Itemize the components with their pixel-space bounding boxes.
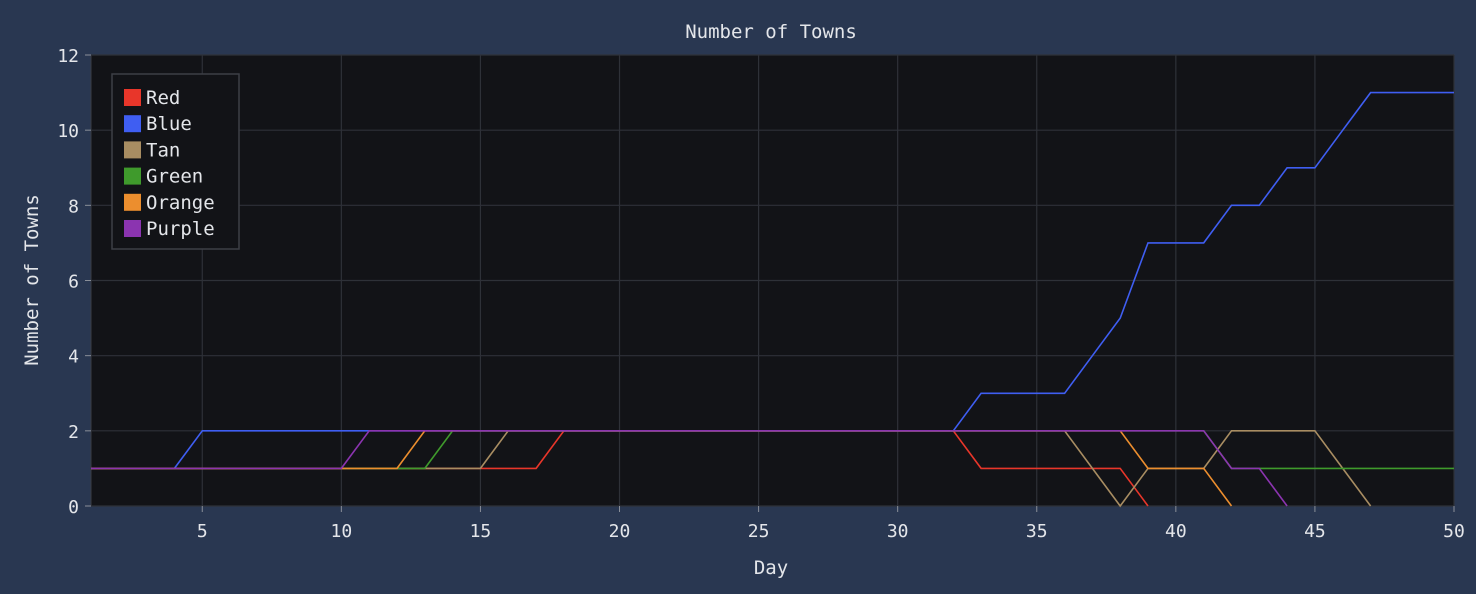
- x-tick-label: 25: [748, 521, 770, 542]
- x-tick-label: 50: [1443, 521, 1465, 542]
- legend-label-green: Green: [146, 166, 203, 188]
- legend: Red Blue Tan Green Orange Purple: [111, 73, 240, 250]
- x-tick-label: 35: [1026, 521, 1048, 542]
- legend-label-orange: Orange: [146, 192, 215, 214]
- x-tick-label: 45: [1304, 521, 1326, 542]
- x-tick-label: 15: [470, 521, 492, 542]
- y-tick-label: 6: [68, 272, 79, 293]
- y-tick-label: 2: [68, 422, 79, 443]
- series-line-tan: [91, 429, 1372, 508]
- legend-swatch-red: [124, 89, 141, 106]
- legend-label-blue: Blue: [146, 113, 192, 135]
- x-tick-label: 5: [197, 521, 208, 542]
- legend-swatch-tan: [124, 141, 141, 159]
- legend-swatch-blue: [124, 115, 141, 133]
- legend-label-red: Red: [146, 87, 180, 109]
- y-tick-label: 12: [57, 46, 79, 67]
- x-axis-ticks: 5 10 15 20 25 30 35 40 45 50: [197, 506, 1465, 542]
- legend-swatch-green: [124, 167, 141, 185]
- x-tick-label: 30: [887, 521, 909, 542]
- legend-swatch-orange: [124, 193, 141, 211]
- y-axis-ticks: 0 2 4 6 8 10 12: [57, 46, 91, 518]
- series-lines: [91, 91, 1454, 508]
- legend-swatch-purple: [124, 220, 141, 237]
- x-tick-label: 20: [609, 521, 631, 542]
- legend-label-tan: Tan: [146, 139, 180, 161]
- y-axis-label: Number of Towns: [21, 194, 43, 366]
- x-axis-label: Day: [754, 557, 788, 579]
- y-tick-label: 10: [57, 121, 79, 142]
- x-tick-label: 40: [1165, 521, 1187, 542]
- series-line-purple: [91, 429, 1288, 507]
- y-tick-label: 4: [68, 347, 79, 368]
- x-tick-label: 10: [331, 521, 353, 542]
- legend-label-purple: Purple: [146, 218, 215, 240]
- y-tick-label: 0: [68, 497, 79, 518]
- y-tick-label: 8: [68, 196, 79, 217]
- chart-title: Number of Towns: [685, 21, 857, 43]
